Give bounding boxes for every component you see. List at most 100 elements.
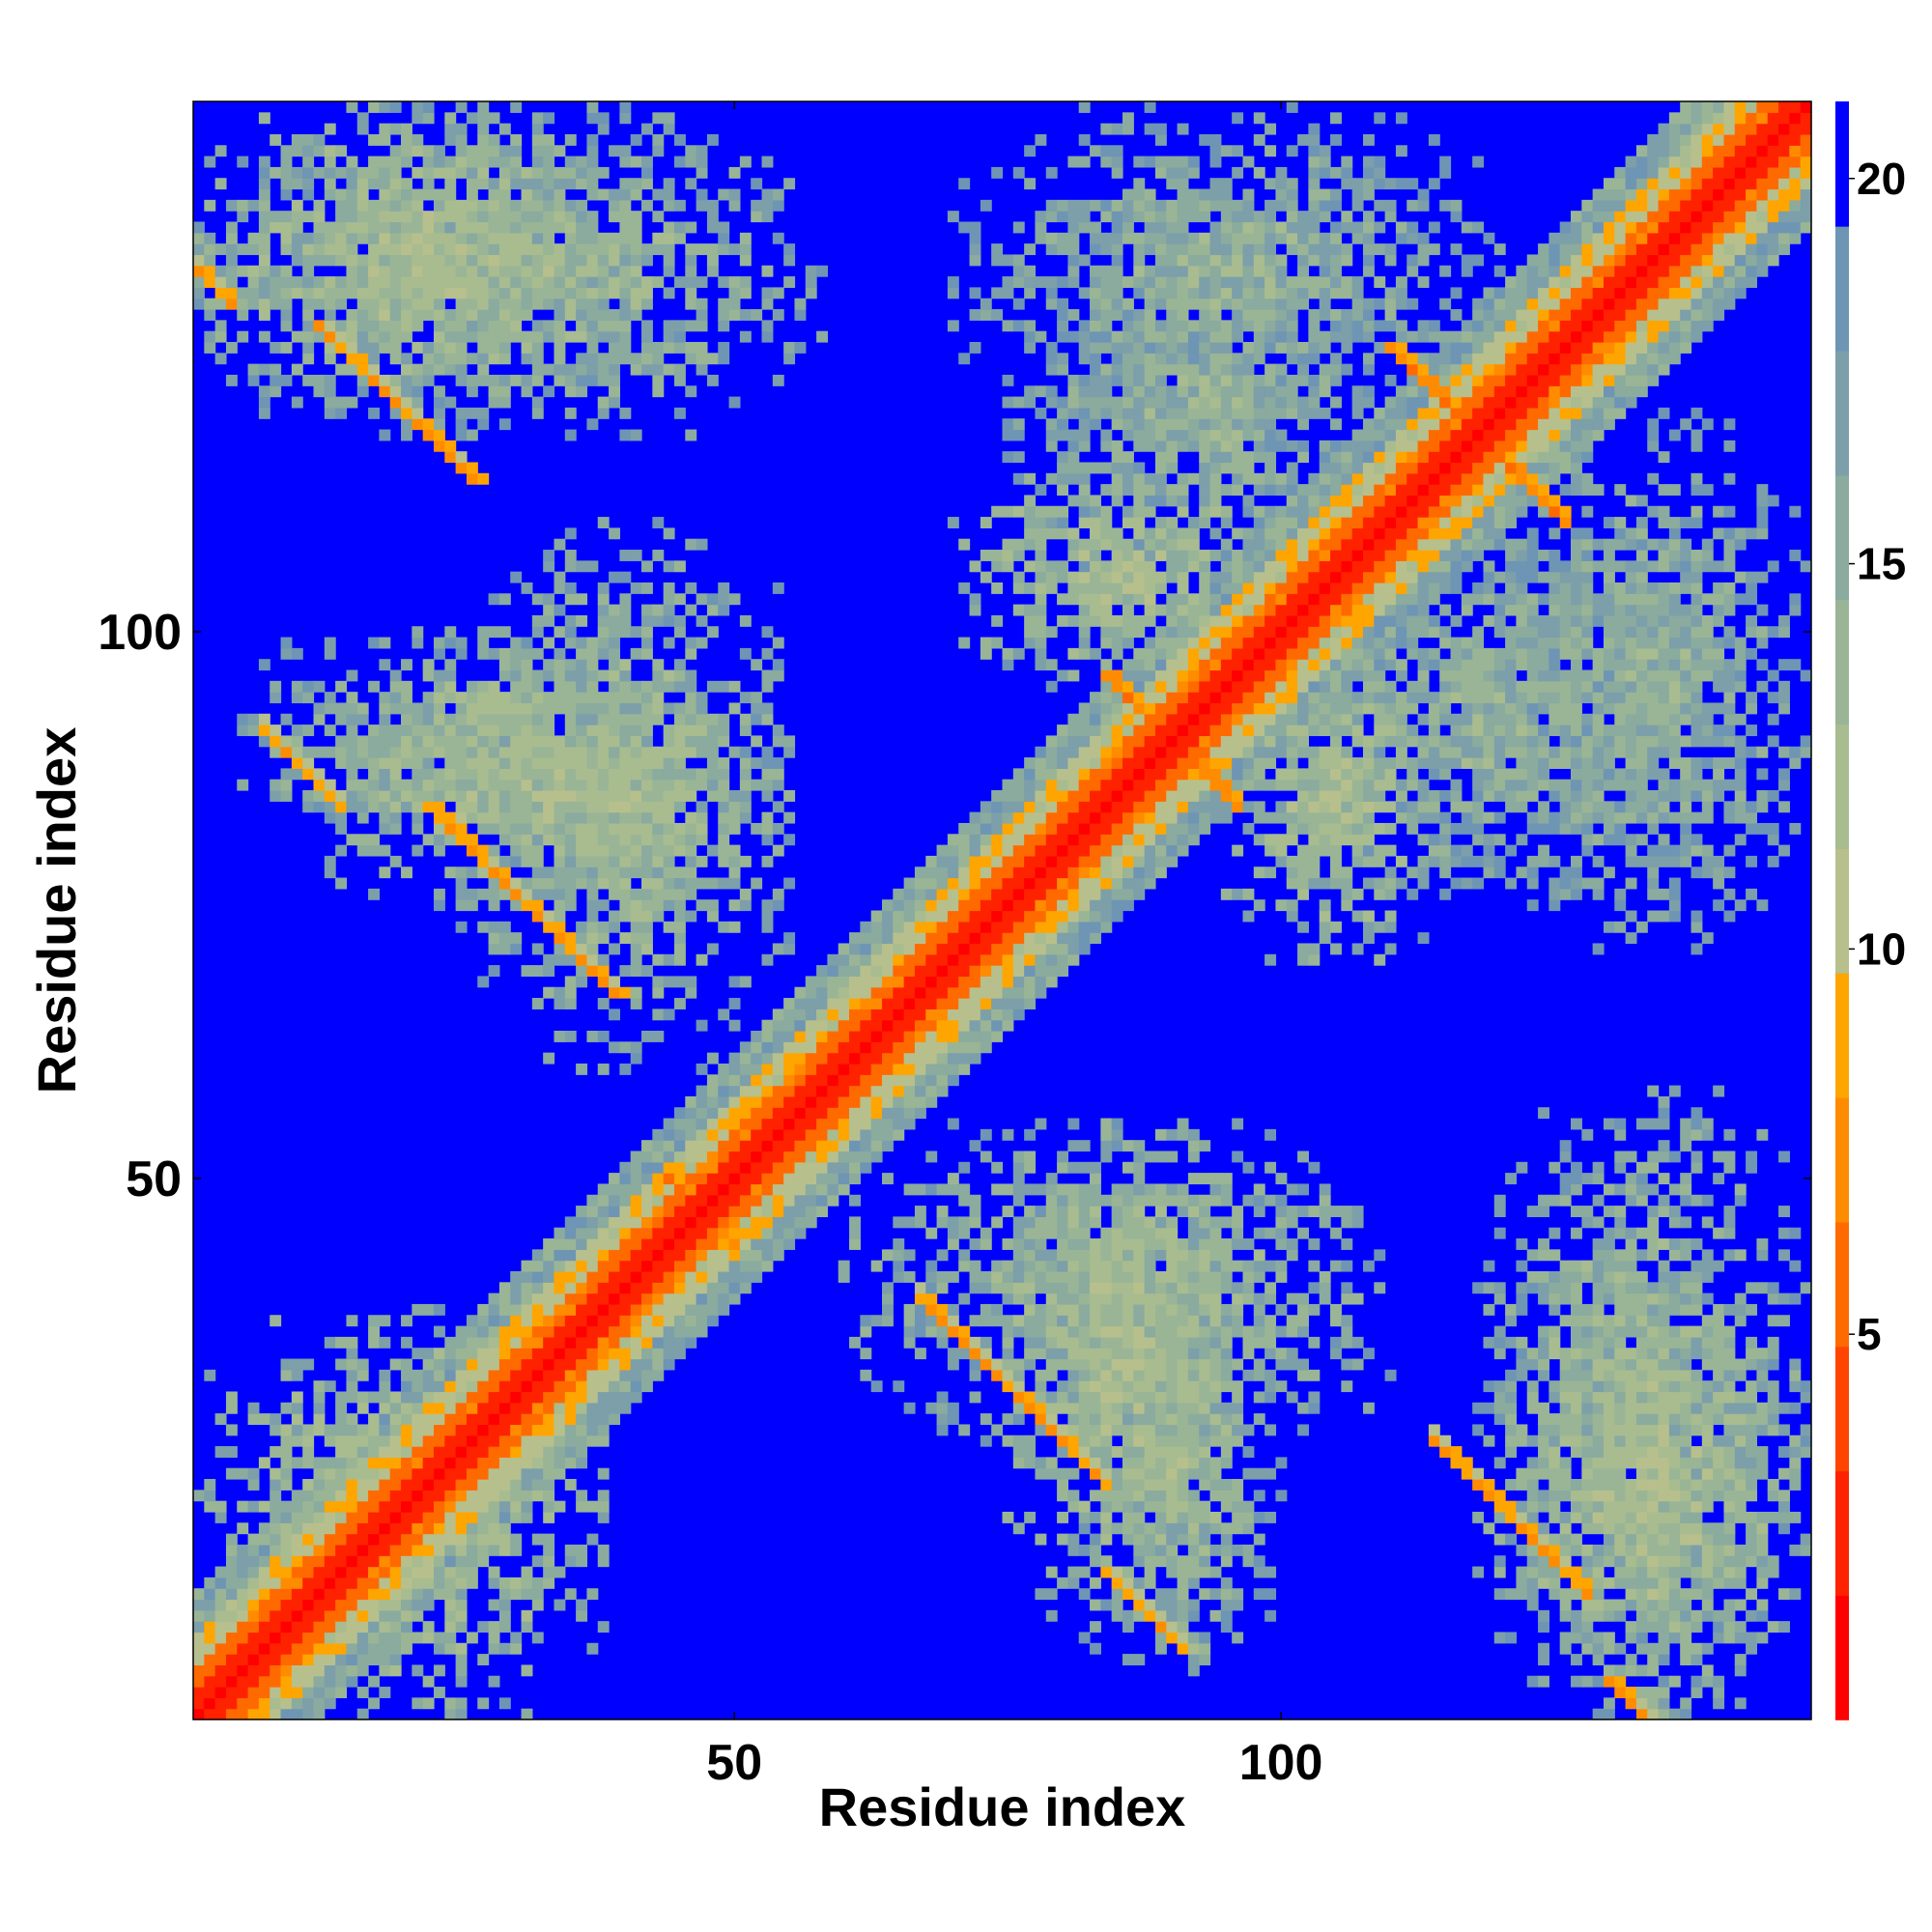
heatmap-cell xyxy=(958,1293,971,1305)
heatmap-cell xyxy=(422,1566,435,1578)
heatmap-cell xyxy=(597,1467,610,1480)
heatmap-cell xyxy=(422,1555,435,1568)
heatmap-cell xyxy=(270,1664,282,1677)
heatmap-cell xyxy=(554,1391,566,1404)
heatmap-cell xyxy=(412,1609,424,1622)
heatmap-cell xyxy=(838,1019,850,1032)
heatmap-cell xyxy=(412,790,424,802)
heatmap-cell xyxy=(554,1500,566,1513)
heatmap-cell xyxy=(914,867,926,879)
heatmap-cell xyxy=(838,1260,850,1272)
heatmap-cell xyxy=(597,1380,610,1393)
heatmap-cell xyxy=(401,1555,412,1568)
heatmap-cell xyxy=(498,385,511,398)
heatmap-cell xyxy=(379,746,391,758)
heatmap-cell xyxy=(718,1216,730,1229)
heatmap-cell xyxy=(466,888,478,900)
heatmap-cell xyxy=(356,746,369,758)
heatmap-cell xyxy=(958,921,971,933)
heatmap-cell xyxy=(696,855,708,867)
heatmap-cell xyxy=(247,1467,260,1480)
heatmap-cell xyxy=(313,211,326,223)
heatmap-cell xyxy=(619,1063,632,1075)
heatmap-cell xyxy=(673,822,686,835)
heatmap-cell xyxy=(510,145,523,157)
heatmap-cell xyxy=(510,287,523,299)
heatmap-cell xyxy=(718,298,730,310)
heatmap-cell xyxy=(619,702,632,715)
heatmap-cell xyxy=(1111,669,1123,682)
heatmap-cell xyxy=(641,254,653,267)
heatmap-cell xyxy=(204,265,216,277)
heatmap-cell xyxy=(214,1577,227,1589)
heatmap-cell xyxy=(225,1697,238,1710)
heatmap-cell xyxy=(510,276,523,288)
heatmap-cell xyxy=(1100,396,1113,409)
heatmap-cell xyxy=(498,1336,511,1349)
heatmap-cell xyxy=(630,790,642,802)
heatmap-cell xyxy=(1100,1128,1113,1141)
heatmap-cell xyxy=(335,1533,348,1546)
heatmap-cell xyxy=(1012,1282,1025,1294)
heatmap-cell xyxy=(531,287,544,299)
heatmap-cell xyxy=(356,1490,369,1502)
heatmap-cell xyxy=(783,1030,796,1042)
heatmap-cell xyxy=(925,888,938,900)
heatmap-cell xyxy=(1078,1161,1091,1174)
heatmap-cell xyxy=(663,593,675,606)
heatmap-cell xyxy=(455,1380,468,1393)
heatmap-cell xyxy=(313,166,326,179)
heatmap-cell xyxy=(827,1118,839,1130)
heatmap-cell xyxy=(521,834,533,846)
heatmap-cell xyxy=(466,801,478,813)
heatmap-cell xyxy=(1090,888,1101,900)
heatmap-cell xyxy=(389,1588,402,1601)
heatmap-cell xyxy=(696,1128,708,1141)
heatmap-cell xyxy=(444,1555,457,1568)
heatmap-cell xyxy=(291,254,303,267)
heatmap-cell xyxy=(291,1577,303,1589)
heatmap-cell xyxy=(576,834,588,846)
heatmap-cell xyxy=(958,822,971,835)
heatmap-cell xyxy=(1122,1391,1134,1404)
heatmap-cell xyxy=(521,1621,533,1634)
heatmap-cell xyxy=(554,1566,566,1578)
heatmap-cell xyxy=(444,287,457,299)
heatmap-cell xyxy=(302,1697,315,1710)
heatmap-cell xyxy=(991,953,1004,966)
heatmap-cell xyxy=(543,145,555,157)
heatmap-cell xyxy=(1100,692,1113,704)
heatmap-cell xyxy=(739,779,752,791)
heatmap-cell xyxy=(270,276,282,288)
heatmap-cell xyxy=(958,1063,971,1075)
heatmap-cell xyxy=(586,1260,599,1272)
heatmap-cell xyxy=(368,265,380,277)
heatmap-cell xyxy=(335,341,348,354)
heatmap-cell xyxy=(1078,462,1091,474)
heatmap-cell xyxy=(1024,320,1037,332)
heatmap-cell xyxy=(324,232,336,244)
heatmap-cell xyxy=(368,1336,380,1349)
heatmap-cell xyxy=(324,254,336,267)
heatmap-cell xyxy=(258,298,270,310)
heatmap-cell xyxy=(739,811,752,824)
heatmap-cell xyxy=(783,1118,796,1130)
heatmap-cell xyxy=(783,1063,796,1075)
heatmap-cell xyxy=(597,998,610,1009)
heatmap-cell xyxy=(1100,1490,1113,1502)
heatmap-cell xyxy=(554,735,566,748)
heatmap-cell xyxy=(1100,614,1113,627)
heatmap-cell xyxy=(685,298,697,310)
heatmap-cell xyxy=(947,998,959,1009)
heatmap-cell xyxy=(193,1588,205,1601)
heatmap-cell xyxy=(204,1500,216,1513)
heatmap-cell xyxy=(893,1052,905,1065)
heatmap-cell xyxy=(1090,647,1101,660)
heatmap-cells xyxy=(193,101,1812,1720)
heatmap-cell xyxy=(630,582,642,594)
heatmap-cell xyxy=(761,855,774,867)
heatmap-cell xyxy=(794,1095,807,1108)
heatmap-cell xyxy=(488,1467,500,1480)
heatmap-cell xyxy=(1045,211,1058,223)
heatmap-cell xyxy=(455,418,468,431)
